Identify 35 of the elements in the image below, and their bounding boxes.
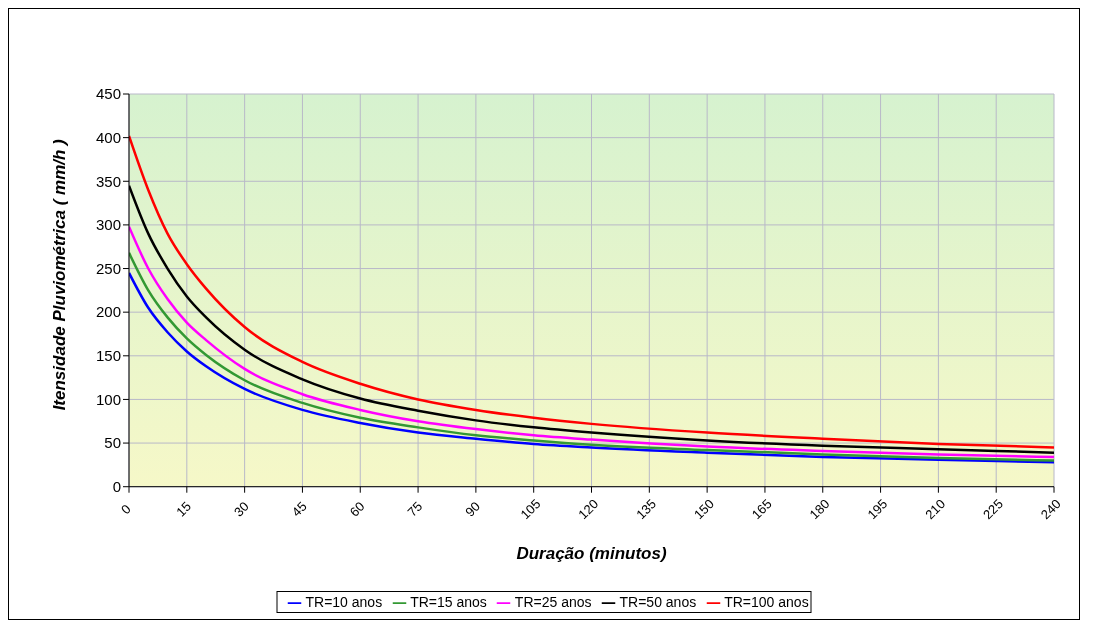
y-tick-label: 200 <box>95 303 121 321</box>
legend-label: TR=10 anos <box>305 593 383 610</box>
x-tick-label: 165 <box>748 496 775 523</box>
legend-label: TR=100 anos <box>724 593 809 610</box>
y-tick-label: 400 <box>95 128 121 146</box>
x-tick-label: 225 <box>980 496 1006 523</box>
y-tick-label: 150 <box>95 347 121 365</box>
y-tick-label: 250 <box>95 259 121 277</box>
y-tick-label: 100 <box>95 390 121 408</box>
legend-label: TR=15 anos <box>410 593 487 610</box>
y-axis-title: Itensidade Pluviométrica ( mm/h ) <box>50 138 70 411</box>
x-tick-label: 240 <box>1037 496 1064 523</box>
x-tick-label: 180 <box>806 496 833 523</box>
y-tick-label: 50 <box>104 434 121 452</box>
x-tick-label: 195 <box>864 496 891 523</box>
line-series <box>129 134 1054 449</box>
x-tick-label: 90 <box>462 498 484 520</box>
x-tick-label: 60 <box>346 498 368 520</box>
x-tick-label: 45 <box>288 498 310 520</box>
x-tick-label: 15 <box>173 498 195 520</box>
x-tick-label: 0 <box>117 501 134 518</box>
y-tick-label: 0 <box>112 478 121 496</box>
x-tick-label: 150 <box>690 496 717 523</box>
legend-label: TR=50 anos <box>619 593 697 610</box>
x-tick-label: 135 <box>633 496 660 523</box>
y-tick-label: 450 <box>95 85 121 103</box>
y-tick-label: 350 <box>95 172 121 190</box>
x-tick-label: 30 <box>231 498 252 520</box>
x-tick-label: 105 <box>517 496 544 523</box>
x-tick-label: 120 <box>575 496 602 523</box>
y-tick-label: 300 <box>95 216 121 234</box>
x-axis-title: Duração (minutos) <box>516 543 667 563</box>
x-tick-label: 210 <box>922 496 949 523</box>
legend-label: TR=25 anos <box>514 593 592 610</box>
x-tick-label: 75 <box>404 498 426 520</box>
